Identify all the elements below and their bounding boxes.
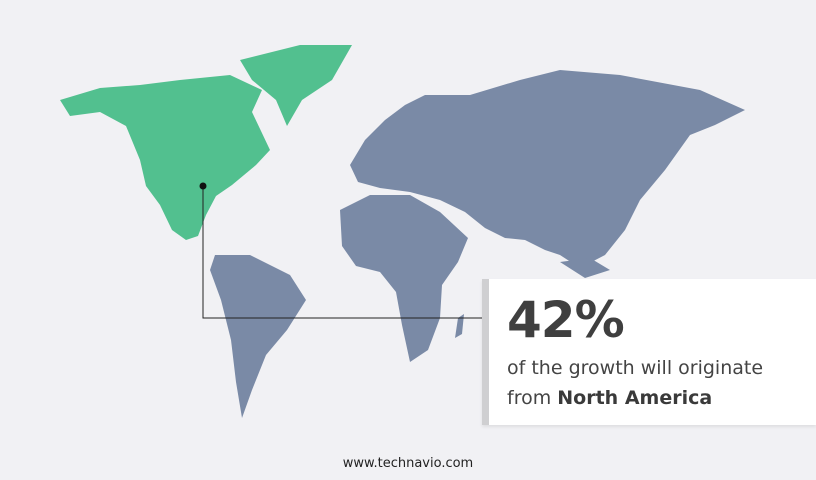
region-europe-asia <box>350 70 745 268</box>
callout-connector-line <box>202 186 483 319</box>
description-line-2: from North America <box>507 383 763 413</box>
region-greenland <box>240 45 352 126</box>
location-marker <box>199 182 207 190</box>
website-footer: www.technavio.com <box>342 456 474 471</box>
region-africa <box>340 195 468 362</box>
growth-percentage: 42% <box>507 291 625 349</box>
description-prefix: from <box>507 387 558 409</box>
stat-callout: 42% of the growth will originate from No… <box>482 279 816 425</box>
region-madagascar <box>455 314 464 338</box>
region-north-america <box>60 75 270 240</box>
region-name: North America <box>557 387 713 409</box>
region-south-america <box>210 255 306 418</box>
growth-description: of the growth will originate from North … <box>507 353 763 413</box>
region-southeast-asia <box>560 258 610 278</box>
description-line-1: of the growth will originate <box>507 357 764 379</box>
